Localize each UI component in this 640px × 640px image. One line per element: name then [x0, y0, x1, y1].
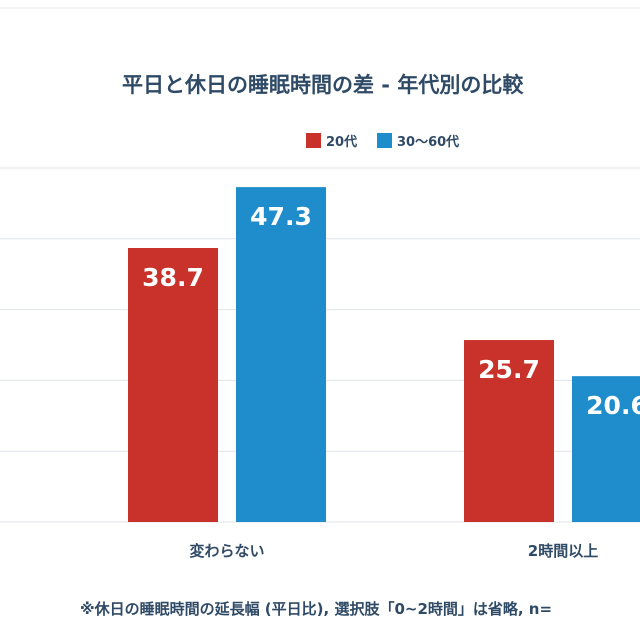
data-label: 20.6 — [586, 391, 640, 420]
legend-label-20s: 20代 — [326, 134, 357, 150]
data-label: 47.3 — [250, 202, 312, 231]
chart-title: 平日と休日の睡眠時間の差 - 年代別の比較 — [122, 73, 524, 97]
bar — [236, 187, 326, 522]
legend-swatch-20s — [306, 133, 321, 148]
category-label-unchanged: 変わらない — [189, 542, 264, 560]
category-label-2h-plus: 2時間以上 — [528, 542, 598, 560]
legend-swatch-30-60s — [377, 133, 392, 148]
bar — [128, 248, 218, 522]
bar — [572, 376, 640, 522]
footnote: ※休日の睡眠時間の延長幅 (平日比), 選択肢「0~2時間」は省略, n= — [80, 600, 552, 618]
bars: 38.7 47.3 25.7 20.6 — [128, 187, 640, 522]
legend-label-30-60s: 30〜60代 — [397, 134, 459, 150]
data-label: 25.7 — [478, 355, 540, 384]
legend: 20代 30〜60代 — [306, 133, 459, 150]
data-label: 38.7 — [142, 263, 204, 292]
bar — [464, 340, 554, 522]
